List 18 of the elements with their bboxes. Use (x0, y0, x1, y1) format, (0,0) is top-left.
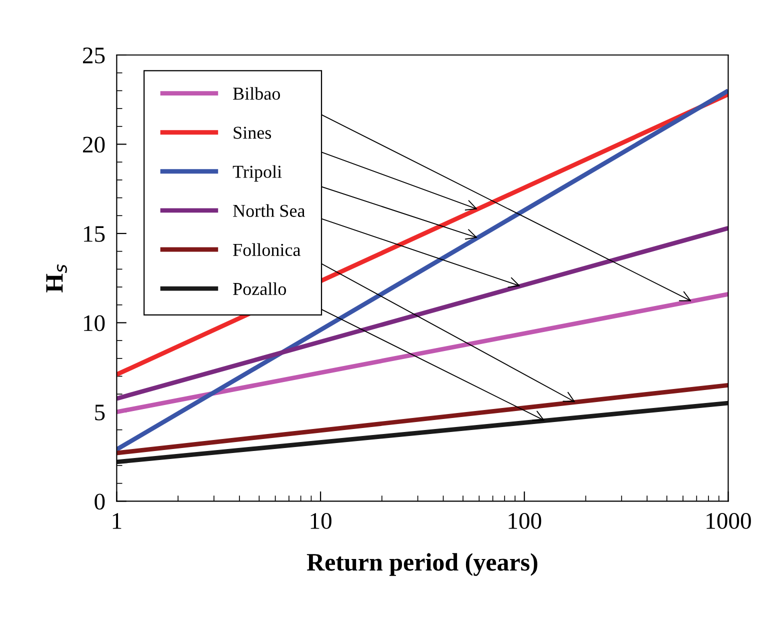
y-tick-label: 15 (84, 226, 105, 242)
x-tick-label: 1 (112, 513, 122, 529)
legend-label: North Sea (233, 204, 306, 217)
x-axis-title: Return period (years) (306, 553, 538, 576)
y-tick-label: 10 (84, 315, 105, 332)
legend-label: Pozallo (233, 282, 286, 296)
y-axis-title: H$_{s}$ (46, 264, 67, 292)
x-tick-label: 10 (310, 512, 332, 529)
y-tick-label: 20 (83, 136, 105, 153)
x-tick-label: 1000 (706, 512, 751, 529)
legend-label: Sines (234, 126, 272, 139)
legend-label: Bilbao (233, 87, 280, 100)
legend-label: Follonica (233, 243, 300, 256)
x-tick-label: 100 (508, 512, 542, 529)
y-tick-label: 5 (95, 404, 105, 420)
y-tick-label: 0 (94, 494, 105, 510)
y-tick-label: 25 (83, 48, 105, 64)
legend-label: Tripoli (232, 165, 282, 182)
